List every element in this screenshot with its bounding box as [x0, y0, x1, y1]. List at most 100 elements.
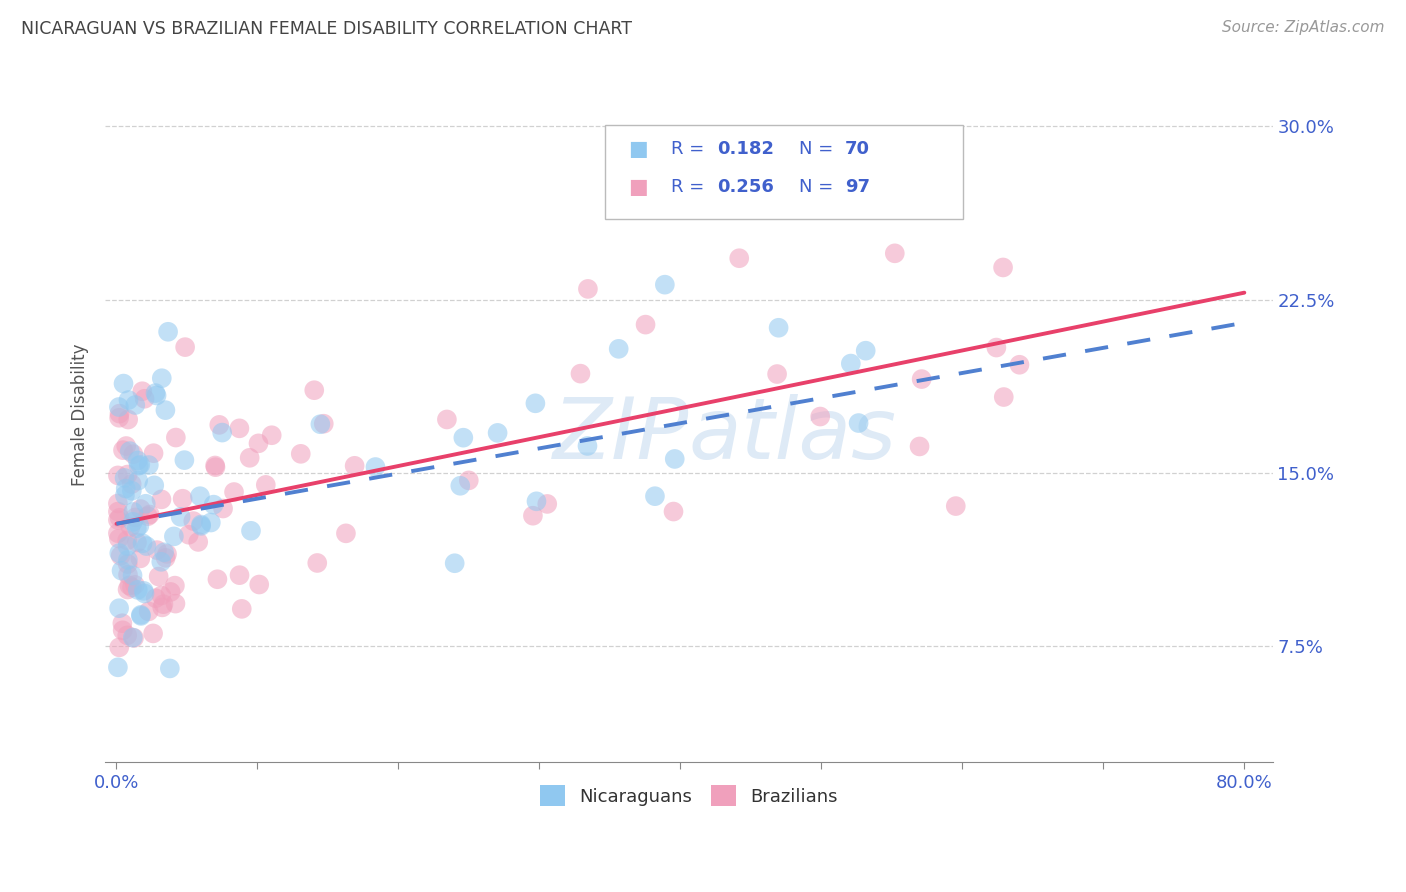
Point: [108, 546, 131, 560]
Point: [150, 555, 173, 569]
Point: [212, 501, 235, 516]
Point: [808, 409, 831, 424]
Point: [127, 582, 149, 597]
Point: [607, 342, 630, 356]
Legend: Nicaraguans, Brazilians: Nicaraguans, Brazilians: [531, 776, 846, 815]
Point: [117, 557, 139, 571]
Point: [125, 535, 148, 549]
Point: [150, 492, 173, 507]
Point: [664, 452, 686, 467]
Point: [188, 489, 211, 503]
Point: [142, 446, 165, 460]
Point: [131, 384, 153, 399]
Point: [177, 527, 200, 541]
Point: [211, 425, 233, 440]
Point: [107, 496, 129, 510]
Point: [114, 488, 136, 502]
Point: [524, 396, 547, 410]
Point: [107, 660, 129, 674]
Point: [114, 471, 136, 485]
Point: [228, 421, 250, 435]
Point: [129, 551, 152, 566]
Point: [121, 483, 143, 498]
Point: [121, 631, 143, 645]
Point: [239, 450, 262, 465]
Point: [309, 417, 332, 432]
Point: [138, 458, 160, 472]
Point: [247, 577, 270, 591]
Point: [364, 460, 387, 475]
Point: [121, 568, 143, 582]
Point: [768, 320, 790, 334]
Point: [124, 398, 146, 412]
Y-axis label: Female Disability: Female Disability: [72, 344, 89, 486]
Point: [117, 392, 139, 407]
Point: [120, 520, 142, 534]
Point: [125, 521, 148, 535]
Point: [132, 583, 155, 598]
Point: [260, 428, 283, 442]
Point: [290, 447, 312, 461]
Point: [138, 508, 160, 522]
Point: [159, 661, 181, 675]
Point: [163, 579, 186, 593]
Point: [536, 497, 558, 511]
Point: [122, 515, 145, 529]
Point: [662, 504, 685, 518]
Point: [766, 367, 789, 381]
Point: [110, 564, 132, 578]
Point: [908, 440, 931, 454]
Point: [135, 539, 157, 553]
Point: [115, 628, 138, 642]
Text: N =: N =: [799, 178, 838, 196]
Point: [108, 640, 131, 655]
Point: [148, 569, 170, 583]
Text: ZIP: ZIP: [553, 394, 689, 477]
Point: [204, 460, 226, 475]
Point: [117, 553, 139, 567]
Point: [522, 508, 544, 523]
Point: [112, 376, 135, 391]
Text: N =: N =: [799, 140, 838, 158]
Text: 0.256: 0.256: [717, 178, 773, 196]
Text: 97: 97: [845, 178, 870, 196]
Point: [174, 340, 197, 354]
Point: [128, 458, 150, 473]
Point: [855, 343, 877, 358]
Point: [117, 582, 139, 597]
Point: [457, 474, 479, 488]
Point: [449, 479, 471, 493]
Point: [486, 425, 509, 440]
Point: [128, 518, 150, 533]
Point: [307, 556, 329, 570]
Point: [143, 478, 166, 492]
Text: R =: R =: [671, 178, 710, 196]
Point: [111, 616, 134, 631]
Point: [190, 517, 212, 532]
Point: [202, 498, 225, 512]
Point: [156, 547, 179, 561]
Point: [108, 510, 131, 524]
Point: [127, 453, 149, 467]
Point: [117, 467, 139, 482]
Point: [108, 400, 131, 414]
Point: [335, 526, 357, 541]
Text: Source: ZipAtlas.com: Source: ZipAtlas.com: [1222, 20, 1385, 35]
Point: [108, 532, 131, 546]
Point: [443, 556, 465, 570]
Point: [157, 325, 180, 339]
Point: [883, 246, 905, 260]
Point: [207, 572, 229, 586]
Point: [165, 597, 187, 611]
Point: [117, 539, 139, 553]
Point: [127, 474, 149, 488]
Point: [124, 578, 146, 592]
Point: [190, 519, 212, 533]
Point: [121, 581, 143, 595]
Point: [200, 516, 222, 530]
Point: [911, 372, 934, 386]
Point: [222, 485, 245, 500]
Point: [107, 513, 129, 527]
Point: [124, 510, 146, 524]
Point: [117, 412, 139, 426]
